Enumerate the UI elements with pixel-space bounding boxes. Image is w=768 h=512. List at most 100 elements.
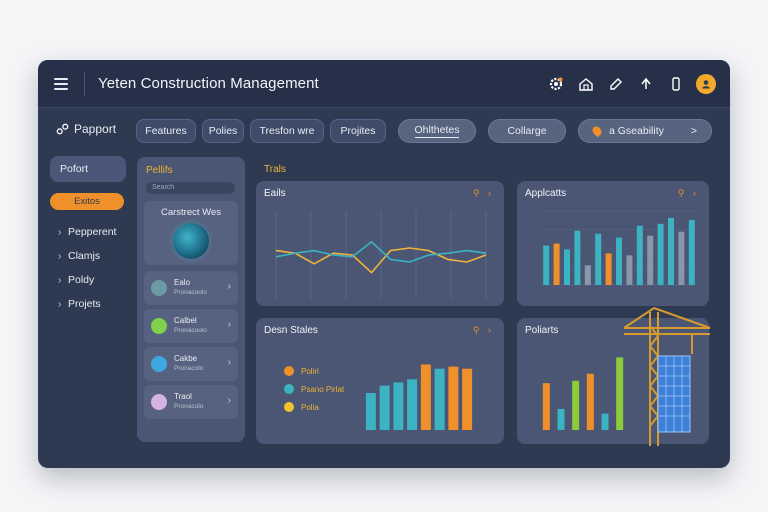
nav-item-poldy[interactable]: › Poldy (58, 274, 95, 286)
home-icon[interactable] (576, 74, 596, 94)
list-item-name: Cakbe (174, 354, 198, 363)
legend-dot (284, 366, 294, 376)
app-window: Yeten Construction Management (38, 60, 730, 468)
tab-polies[interactable]: Polies (202, 119, 244, 143)
list-item-name: Traol (174, 392, 192, 401)
bar (574, 230, 581, 285)
list-search-input[interactable]: Search (146, 182, 235, 194)
legend-dot (284, 402, 294, 412)
titlebar-icons (546, 74, 716, 94)
bar (616, 237, 622, 285)
toolbar: Papport Features Polies Tresfon wre Proj… (38, 116, 730, 144)
legend-item: Psano Pirlat (284, 380, 344, 398)
tab-ohlthetes[interactable]: Ohlthetes (398, 119, 476, 143)
nav-item-pepperent[interactable]: › Pepperent (58, 226, 117, 238)
applicants-chart-card: Applcatts ⚲ › (517, 181, 709, 306)
card-title: Eails (264, 188, 286, 199)
list-panel: Pellifs Search Carstrect Wes Ealo Pronac… (137, 157, 245, 442)
list-item[interactable]: Ealo Pronacoolo › (144, 271, 238, 305)
list-item-name: Ealo (174, 278, 191, 287)
bar (586, 373, 594, 430)
chevron-icon: › (58, 226, 62, 238)
legend-item: Poliri (284, 362, 344, 380)
section-title: Trals (264, 164, 286, 175)
bar (564, 249, 570, 285)
data-bar-chart (365, 364, 473, 430)
card-actions-icon[interactable]: ⚲ › (677, 188, 699, 198)
title-bar: Yeten Construction Management (38, 60, 730, 108)
chevron-right-icon: › (227, 357, 231, 368)
bar (365, 393, 376, 430)
data-chart-card: Desn Stales ⚲ › Poliri Psano Pirlat Poli… (256, 318, 504, 444)
legend-dot (284, 384, 294, 394)
bar (407, 379, 418, 430)
bar (434, 368, 445, 430)
card-actions-icon[interactable]: ⚲ › (472, 325, 494, 335)
applicants-bar-chart (541, 210, 697, 286)
bar (462, 368, 473, 430)
upload-icon[interactable] (636, 74, 656, 94)
brand[interactable]: Papport (56, 122, 116, 136)
nav-item-projets[interactable]: › Projets (58, 298, 101, 310)
bar (668, 217, 674, 285)
nav-active-item[interactable]: Exitos (50, 193, 124, 210)
bar (636, 225, 643, 285)
series-line (275, 247, 487, 274)
bar (688, 219, 695, 285)
list-item-sub: Pronacoolo (174, 327, 207, 334)
bar (553, 243, 560, 285)
list-item-sub: Pronacoolo (174, 289, 207, 296)
bar (584, 265, 591, 285)
link-icon (56, 123, 69, 134)
line-chart-card: Eails ⚲ › (256, 181, 504, 306)
globe-icon (173, 223, 209, 259)
bar (393, 382, 404, 430)
bar (605, 253, 612, 285)
search-field[interactable]: a Gseability > (578, 119, 712, 143)
settings-gear-icon[interactable] (546, 74, 566, 94)
menu-icon[interactable] (54, 78, 68, 90)
avatar (151, 280, 167, 296)
user-avatar-icon[interactable] (696, 74, 716, 94)
card-title: Poliarts (525, 325, 559, 336)
chart-legend: Poliri Psano Pirlat Polia (284, 362, 344, 416)
card-actions-icon[interactable]: ⚲ › (472, 188, 494, 198)
chevron-right-icon: › (227, 319, 231, 330)
bar (543, 245, 550, 285)
bar (379, 385, 390, 430)
avatar (151, 318, 167, 334)
chevron-right-icon: > (690, 125, 697, 137)
left-nav: Pofort Exitos › Pepperent › Clamjs › Poldy … (50, 156, 130, 316)
bar (448, 366, 459, 430)
avatar (151, 394, 167, 410)
nav-pofort[interactable]: Pofort (50, 156, 126, 182)
list-item[interactable]: Traol Pronacolo › (144, 385, 238, 419)
chevron-icon: › (58, 250, 62, 262)
nav-item-clamjs[interactable]: › Clamjs (58, 250, 101, 262)
legend-item: Polia (284, 398, 344, 416)
list-item-sub: Pronacolo (174, 403, 204, 410)
crane-illustration (623, 307, 711, 446)
list-item[interactable]: Cakbe Pronacolo › (144, 347, 238, 381)
edit-icon[interactable] (606, 74, 626, 94)
tab-projites[interactable]: Projites (330, 119, 386, 143)
tab-collarge[interactable]: Collarge (488, 119, 566, 143)
bar (678, 231, 685, 285)
bar (542, 383, 550, 430)
card-title: Applcatts (525, 188, 567, 199)
device-icon[interactable] (666, 74, 686, 94)
chevron-icon: › (58, 298, 62, 310)
bar (595, 233, 602, 285)
chevron-right-icon: › (227, 395, 231, 406)
list-item[interactable]: Calbel Pronacoolo › (144, 309, 238, 343)
featured-card[interactable]: Carstrect Wes (144, 201, 238, 265)
bar (420, 364, 431, 430)
list-item-name: Calbel (174, 316, 197, 325)
bar (572, 380, 580, 430)
list-panel-title: Pellifs (146, 165, 173, 176)
search-text: a Gseability (609, 125, 664, 137)
card-title: Desn Stales (264, 325, 318, 336)
projects-bar-chart (542, 357, 624, 430)
tab-tresfon[interactable]: Tresfon wre (250, 119, 324, 143)
tab-features[interactable]: Features (136, 119, 196, 143)
